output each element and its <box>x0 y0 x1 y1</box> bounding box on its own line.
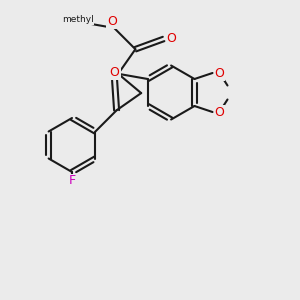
Text: O: O <box>214 106 224 118</box>
Text: F: F <box>68 175 76 188</box>
Text: methyl: methyl <box>62 15 94 24</box>
Text: O: O <box>110 66 119 79</box>
Text: O: O <box>107 14 117 28</box>
Text: O: O <box>167 32 176 46</box>
Text: O: O <box>214 67 224 80</box>
